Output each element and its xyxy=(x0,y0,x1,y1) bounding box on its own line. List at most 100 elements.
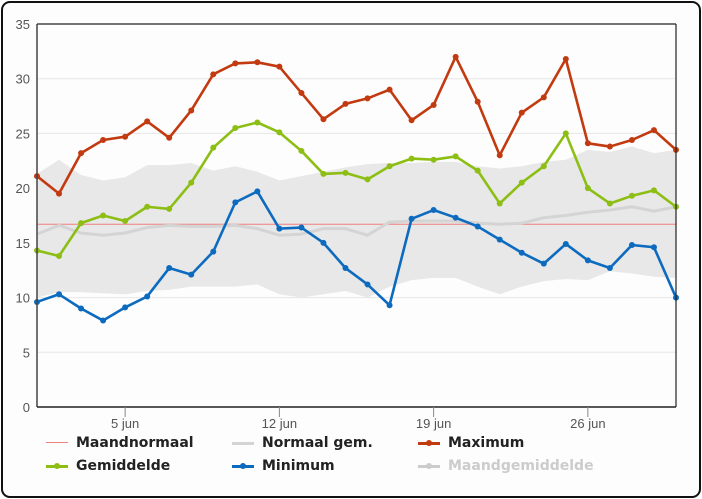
legend-label: Maandnormaal xyxy=(76,435,194,451)
normal-range-band xyxy=(37,146,676,298)
data-point xyxy=(78,220,85,227)
legend-label: Gemiddelde xyxy=(76,458,171,474)
data-point xyxy=(166,205,173,212)
data-point xyxy=(496,236,503,243)
data-point xyxy=(210,144,217,151)
data-point xyxy=(342,169,349,176)
data-point xyxy=(232,60,239,67)
x-tick-label: 5 jun xyxy=(111,416,139,431)
series-layer xyxy=(34,53,679,324)
data-point xyxy=(166,265,173,272)
data-point xyxy=(364,95,371,102)
data-point xyxy=(100,136,107,143)
data-point xyxy=(386,302,393,309)
data-point xyxy=(188,179,195,186)
data-point xyxy=(408,215,415,222)
data-point xyxy=(232,124,239,131)
data-point xyxy=(364,281,371,288)
data-point xyxy=(408,155,415,162)
data-point xyxy=(254,119,261,126)
x-tick-label: 19 jun xyxy=(416,416,451,431)
legend-item-normaal-gem[interactable]: Normaal gem. xyxy=(232,435,373,451)
data-point xyxy=(78,150,85,157)
data-point xyxy=(518,109,525,116)
data-point xyxy=(276,129,283,136)
data-point xyxy=(232,199,239,206)
legend-item-gemiddelde[interactable]: Gemiddelde xyxy=(46,458,170,474)
data-point xyxy=(144,293,151,300)
data-point xyxy=(562,130,569,137)
data-point xyxy=(144,203,151,210)
data-point xyxy=(386,163,393,170)
legend-item-maximum[interactable]: Maximum xyxy=(418,435,524,451)
data-point xyxy=(430,207,437,214)
x-axis-ticks: 5 jun 12 jun 19 jun 26 jun xyxy=(111,407,606,431)
data-point xyxy=(78,305,85,312)
legend-symbol xyxy=(418,438,440,448)
y-tick-label: 35 xyxy=(16,17,30,32)
data-point xyxy=(122,217,129,224)
data-point xyxy=(430,101,437,108)
data-point xyxy=(430,156,437,163)
data-point xyxy=(584,257,591,264)
data-point xyxy=(452,214,459,221)
axes xyxy=(36,23,677,408)
legend-symbol xyxy=(46,438,68,448)
data-point xyxy=(628,136,635,143)
data-point xyxy=(188,107,195,114)
data-point xyxy=(122,304,129,311)
normal-band-area xyxy=(37,146,676,298)
y-tick-label: 15 xyxy=(16,236,30,251)
data-point xyxy=(320,239,327,246)
data-point xyxy=(408,117,415,124)
legend-symbol xyxy=(418,461,440,471)
legend-label: Maandgemiddelde xyxy=(448,458,594,474)
series-normaal-gem-line xyxy=(36,205,677,237)
data-point xyxy=(210,248,217,255)
data-point xyxy=(606,265,613,272)
data-point xyxy=(56,252,63,259)
data-point xyxy=(276,225,283,232)
data-point xyxy=(342,265,349,272)
legend-label: Normaal gem. xyxy=(262,435,373,451)
data-point xyxy=(452,53,459,60)
data-point xyxy=(584,185,591,192)
data-point xyxy=(276,63,283,70)
data-point xyxy=(342,100,349,107)
data-point xyxy=(144,118,151,125)
data-point xyxy=(606,143,613,150)
series-minimum xyxy=(34,188,679,324)
legend-item-maandnormaal[interactable]: Maandnormaal xyxy=(46,435,194,451)
data-point xyxy=(100,212,107,219)
legend-label: Maximum xyxy=(448,435,525,451)
data-point xyxy=(56,190,63,197)
series-maximum-line xyxy=(35,55,678,195)
data-point xyxy=(518,249,525,256)
data-point xyxy=(474,167,481,174)
data-point xyxy=(650,244,657,251)
data-point xyxy=(254,59,261,66)
y-tick-label: 10 xyxy=(16,291,30,306)
y-axis-ticks: 0 5 10 15 20 25 30 35 xyxy=(16,17,30,415)
data-point xyxy=(584,140,591,147)
data-point xyxy=(496,200,503,207)
data-point xyxy=(320,170,327,177)
data-point xyxy=(364,176,371,183)
data-point xyxy=(166,134,173,141)
legend-item-minimum[interactable]: Minimum xyxy=(232,458,335,474)
data-point xyxy=(320,116,327,123)
data-point xyxy=(474,223,481,230)
legend-symbol xyxy=(46,461,68,471)
data-point xyxy=(628,192,635,199)
y-tick-label: 30 xyxy=(16,72,30,87)
data-point xyxy=(606,200,613,207)
y-tick-label: 0 xyxy=(23,400,30,415)
x-tick-label: 26 jun xyxy=(570,416,605,431)
data-point xyxy=(452,153,459,160)
y-tick-label: 20 xyxy=(16,181,30,196)
legend-item-maandgemiddelde[interactable]: Maandgemiddelde xyxy=(418,458,594,474)
legend-symbol xyxy=(232,461,254,471)
data-point xyxy=(210,71,217,78)
series-maximum xyxy=(34,53,679,197)
